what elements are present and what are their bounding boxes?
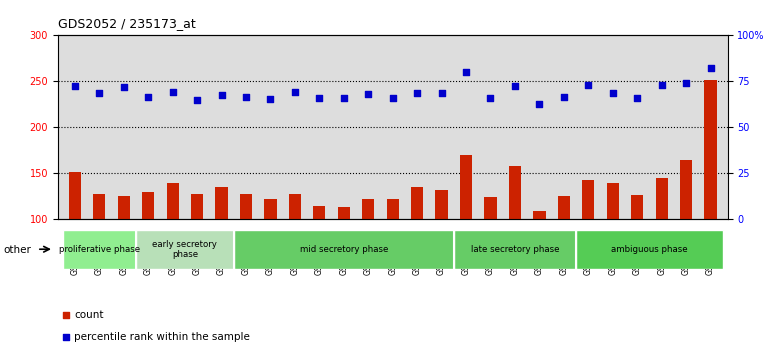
Text: percentile rank within the sample: percentile rank within the sample — [75, 332, 250, 342]
Point — [460, 229, 472, 235]
Text: other: other — [4, 245, 32, 255]
Bar — [216, 187, 228, 312]
Text: count: count — [75, 310, 104, 320]
Bar — [460, 155, 472, 312]
Bar — [362, 199, 374, 312]
Point — [534, 102, 546, 107]
Bar — [191, 194, 203, 312]
Point — [411, 91, 424, 96]
Point — [607, 91, 619, 96]
Bar — [705, 80, 717, 312]
Bar — [166, 183, 179, 312]
Point — [631, 95, 644, 101]
FancyBboxPatch shape — [234, 230, 454, 269]
Point — [191, 97, 203, 103]
Point — [460, 27, 472, 32]
Bar — [484, 198, 497, 312]
Bar — [93, 194, 105, 312]
Point — [239, 94, 252, 100]
Bar — [411, 187, 424, 312]
Text: mid secretory phase: mid secretory phase — [300, 245, 388, 254]
Point — [387, 95, 399, 101]
Point — [655, 82, 668, 88]
Bar — [509, 166, 521, 312]
Bar — [338, 207, 350, 312]
Point — [313, 95, 326, 101]
Text: ambiguous phase: ambiguous phase — [611, 245, 688, 254]
Bar — [289, 194, 301, 312]
Point — [509, 83, 521, 89]
Bar — [118, 196, 130, 312]
Point — [216, 92, 228, 98]
Bar — [313, 206, 326, 312]
Point — [337, 95, 350, 101]
Bar — [240, 194, 252, 312]
Bar — [655, 178, 668, 312]
Point — [557, 94, 570, 100]
Bar — [436, 190, 447, 312]
Point — [118, 84, 130, 90]
Point — [93, 91, 105, 96]
Bar — [557, 196, 570, 312]
Point — [582, 82, 594, 88]
Point — [705, 65, 717, 70]
Bar — [607, 183, 619, 312]
Bar — [631, 195, 643, 312]
Point — [142, 94, 154, 100]
FancyBboxPatch shape — [454, 230, 576, 269]
Bar — [582, 180, 594, 312]
Point — [166, 90, 179, 95]
Point — [436, 91, 448, 96]
Point — [680, 80, 692, 86]
Point — [289, 90, 301, 95]
Bar — [142, 192, 154, 312]
Bar — [69, 172, 81, 312]
Point — [362, 91, 374, 97]
Text: GDS2052 / 235173_at: GDS2052 / 235173_at — [58, 17, 196, 30]
Bar — [680, 160, 692, 312]
Text: early secretory
phase: early secretory phase — [152, 240, 217, 259]
Text: late secretory phase: late secretory phase — [470, 245, 559, 254]
Point — [484, 95, 497, 101]
FancyBboxPatch shape — [62, 230, 136, 269]
Bar — [534, 211, 545, 312]
Text: proliferative phase: proliferative phase — [59, 245, 140, 254]
Point — [69, 83, 81, 89]
FancyBboxPatch shape — [136, 230, 234, 269]
Point — [460, 69, 472, 75]
Bar — [264, 199, 276, 312]
Bar — [387, 199, 399, 312]
Point — [264, 96, 276, 102]
FancyBboxPatch shape — [576, 230, 723, 269]
